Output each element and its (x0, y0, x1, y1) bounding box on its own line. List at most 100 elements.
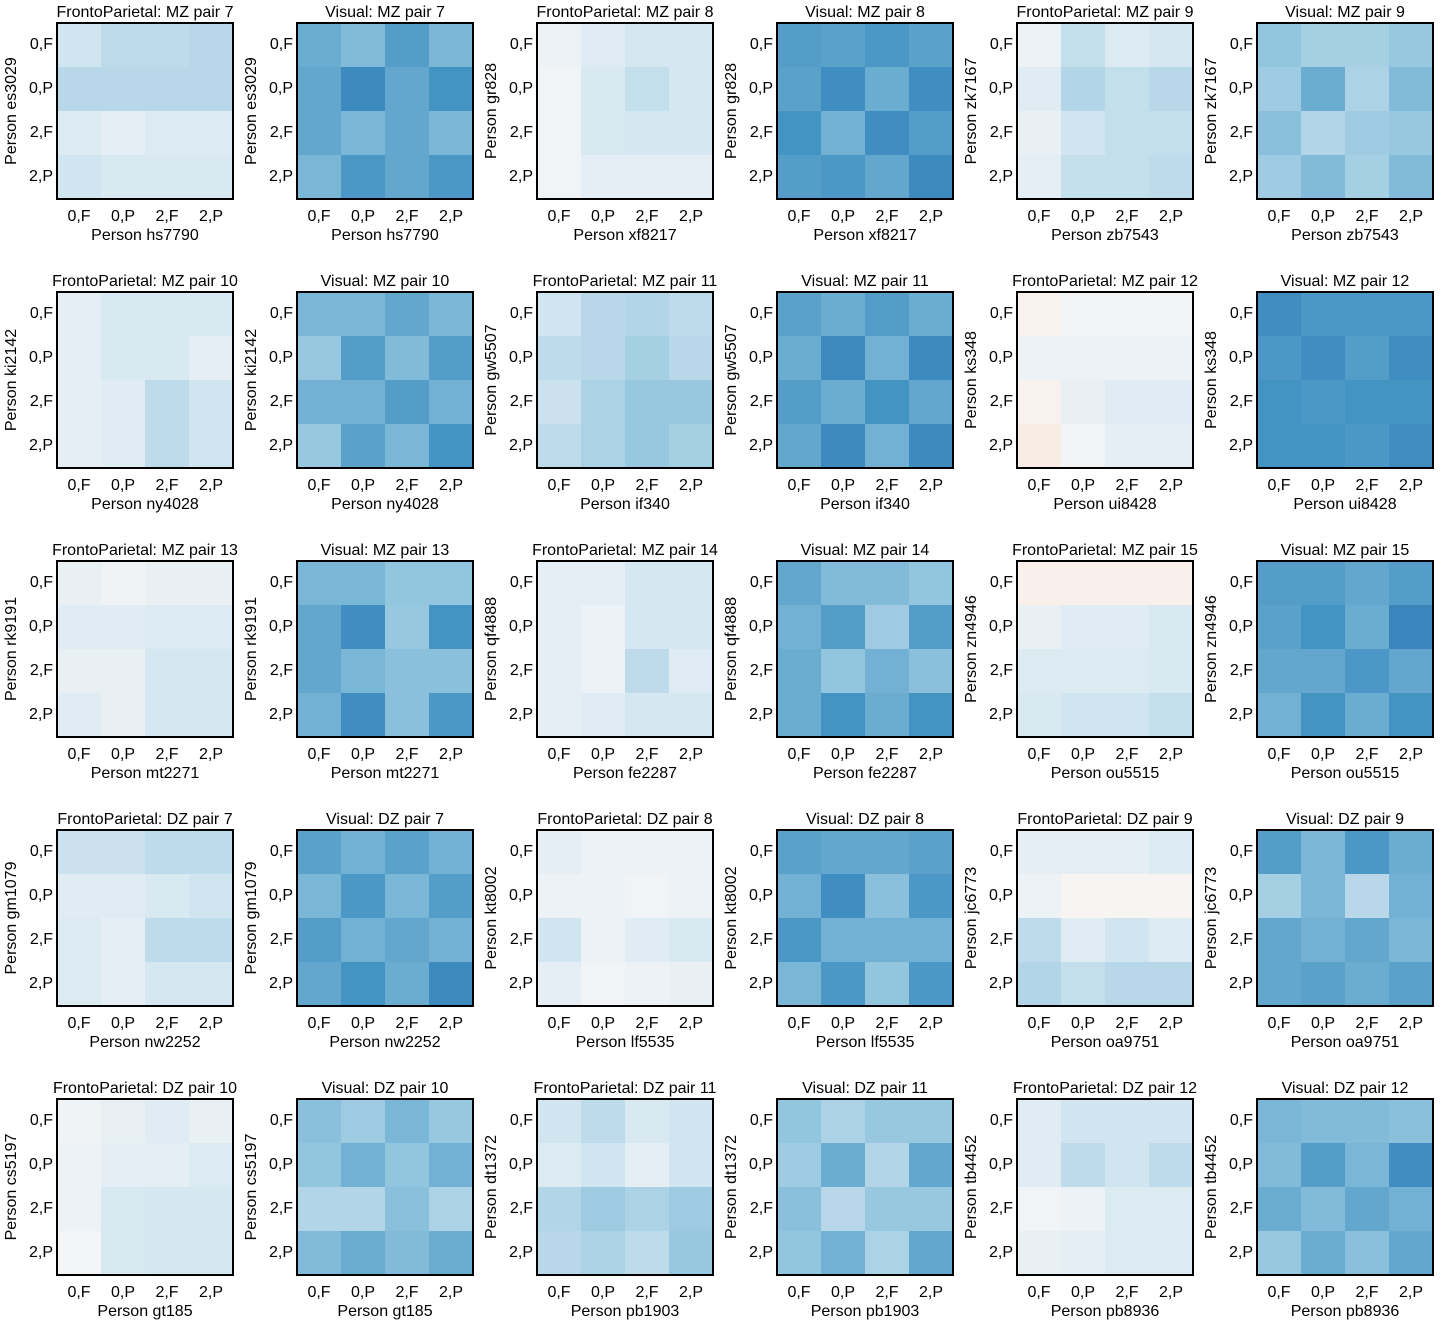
y-axis-label: Person ks348 (963, 331, 980, 429)
x-tick-label: 2,F (395, 477, 418, 494)
x-tick-label: 0,P (1071, 208, 1095, 225)
y-axis-label: Person zn4946 (1203, 595, 1220, 703)
heatmap-cell (101, 336, 146, 381)
plot-frame (56, 22, 234, 200)
x-axis-label: Person pb1903 (811, 1303, 920, 1320)
y-tick-label: 0,F (750, 574, 773, 591)
heatmap-cell (297, 1187, 342, 1232)
plot-frame (296, 291, 474, 469)
y-tick-label: 0,F (1230, 36, 1253, 53)
plot-frame (536, 560, 714, 738)
heatmap-cell (865, 693, 910, 738)
heatmap-cell (625, 1187, 670, 1232)
y-tick-label: 2,F (30, 1200, 53, 1217)
heatmap-cell (385, 292, 430, 337)
heatmap-cell (669, 111, 714, 156)
x-tick-label: 0,F (1267, 746, 1290, 763)
heatmap-cell (385, 336, 430, 381)
x-tick-label: 0,F (307, 208, 330, 225)
heatmap-cell (625, 336, 670, 381)
heatmap-cell (1257, 605, 1302, 650)
y-tick-label: 0,F (1230, 305, 1253, 322)
heatmap-cell (1345, 649, 1390, 694)
heatmap-cell (1389, 155, 1434, 200)
heatmap-cell (821, 1187, 866, 1232)
y-tick-label: 2,P (269, 975, 293, 992)
heatmap-cell (537, 1187, 582, 1232)
heatmap-cell (1345, 561, 1390, 606)
heatmap-cell (1017, 67, 1062, 112)
heatmap-panel: FrontoParietal: DZ pair 90,F0,P2,F2,P0,F… (963, 811, 1194, 1051)
heatmap-cell (385, 111, 430, 156)
heatmap-cell (1017, 962, 1062, 1007)
heatmap-cell (669, 830, 714, 875)
y-tick-label: 2,P (509, 437, 533, 454)
heatmap-cell (625, 693, 670, 738)
heatmap-cell (297, 155, 342, 200)
heatmap-cell (429, 67, 474, 112)
y-tick-label: 2,P (509, 706, 533, 723)
plot-frame (776, 560, 954, 738)
heatmap-cell (1149, 111, 1194, 156)
heatmap-cell (669, 693, 714, 738)
y-tick-label: 0,F (270, 843, 293, 860)
heatmap-cell (189, 292, 234, 337)
y-tick-label: 0,P (269, 887, 293, 904)
heatmap-cell (145, 962, 190, 1007)
y-tick-label: 2,F (990, 662, 1013, 679)
heatmap-cell (1061, 67, 1106, 112)
heatmap-cell (1149, 1143, 1194, 1188)
y-tick-label: 0,F (30, 305, 53, 322)
heatmap-cell (1301, 111, 1346, 156)
x-tick-label: 0,P (111, 477, 135, 494)
y-tick-label: 2,F (270, 931, 293, 948)
heatmap-cell (865, 605, 910, 650)
chart-title: FrontoParietal: MZ pair 7 (57, 4, 234, 21)
heatmap-cell (1149, 605, 1194, 650)
x-tick-label: 2,P (1159, 477, 1183, 494)
x-tick-label: 0,F (1027, 477, 1050, 494)
y-tick-label: 0,F (510, 305, 533, 322)
heatmap-cell (581, 693, 626, 738)
heatmap-cell (385, 1099, 430, 1144)
heatmap-cell (777, 830, 822, 875)
heatmap-cell (909, 874, 954, 919)
heatmap-cell (341, 111, 386, 156)
heatmap-cell (341, 1099, 386, 1144)
heatmap-panel: Visual: MZ pair 9 0,F 0,P 2,F 2,P 0,F 0,P 2,F 2,… (1203, 4, 1434, 244)
heatmap-cell (669, 649, 714, 694)
x-tick-label: 0,F (1267, 208, 1290, 225)
heatmap-cell (1105, 380, 1150, 425)
heatmap-cell (57, 830, 102, 875)
heatmap-cell (625, 23, 670, 68)
x-tick-label: 0,P (1311, 1015, 1335, 1032)
heatmap-cell (1105, 918, 1150, 963)
heatmap-cell (145, 605, 190, 650)
heatmap-panel: Visual: DZ pair 9 0,F 0,P 2,F 2,P 0,F 0,P 2,F 2,… (1203, 811, 1434, 1051)
x-tick-label: 0,P (1311, 208, 1335, 225)
heatmap-cell (57, 23, 102, 68)
heatmap-cell (1105, 1099, 1150, 1144)
y-tick-label: 2,P (989, 975, 1013, 992)
y-tick-label: 0,P (1229, 1156, 1253, 1173)
y-axis-label: Person kt8002 (723, 866, 740, 969)
heatmap-cell (777, 380, 822, 425)
heatmap-cell (1149, 424, 1194, 469)
heatmap-panel: FrontoParietal: DZ pair 110,F0,P2,F2,P0,… (483, 1080, 716, 1320)
heatmap-cell (537, 874, 582, 919)
heatmap-cell (777, 649, 822, 694)
heatmap-cell (1017, 111, 1062, 156)
heatmap-cell (429, 830, 474, 875)
x-tick-label: 2,F (635, 746, 658, 763)
x-tick-label: 2,P (1159, 1015, 1183, 1032)
y-tick-label: 0,F (270, 36, 293, 53)
heatmap-cell (1017, 1099, 1062, 1144)
x-tick-label: 0,F (1267, 477, 1290, 494)
heatmap-panel: FrontoParietal: MZ pair 15 0,F 0,P 2,F 2,P 0,… (963, 542, 1198, 782)
heatmap-cell (1149, 561, 1194, 606)
heatmap-cell (1061, 693, 1106, 738)
heatmap-cell (537, 111, 582, 156)
x-tick-label: 0,P (591, 477, 615, 494)
heatmap-cell (1105, 1143, 1150, 1188)
x-tick-label: 2,P (1399, 1015, 1423, 1032)
